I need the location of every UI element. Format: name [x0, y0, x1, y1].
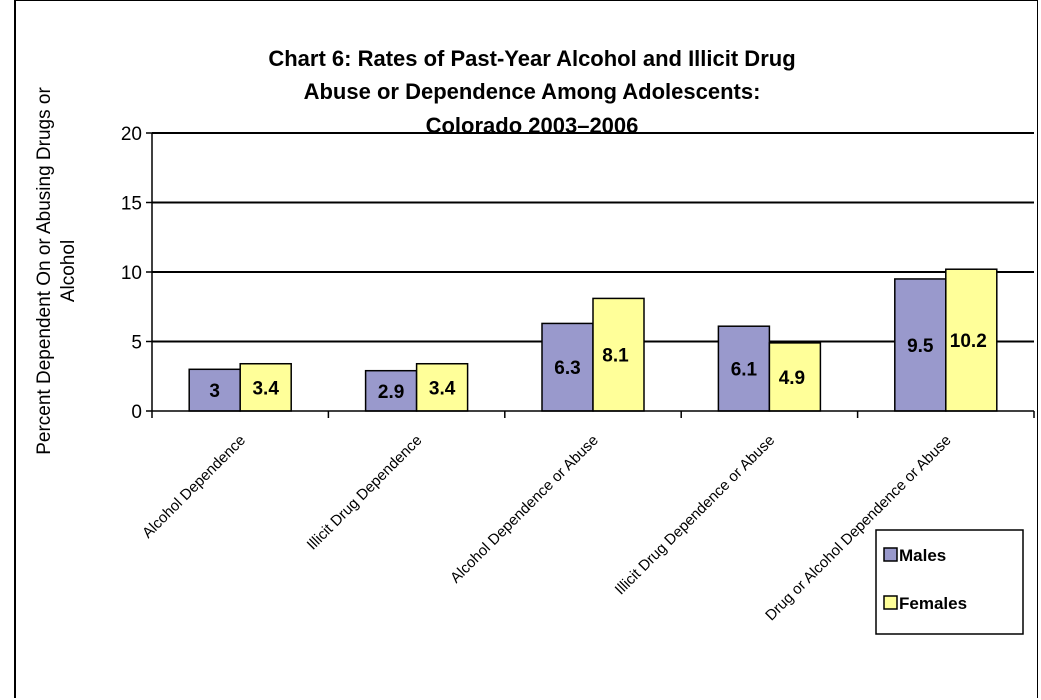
legend-box: [875, 529, 1024, 635]
chart-title-line-2: Abuse or Dependence Among Adolescents:: [304, 79, 761, 104]
y-tick-label: 15: [121, 194, 142, 215]
data-label-males-2: 2.9: [378, 382, 404, 403]
y-tick-label: 0: [131, 402, 142, 423]
x-tick-label: Illicit Drug Dependence or Abuse: [612, 432, 779, 599]
bar-males-4: [717, 325, 771, 412]
legend-label-males: Males: [899, 546, 946, 565]
data-label-males-4: 6.1: [731, 360, 758, 381]
legend-label-females: Females: [899, 594, 967, 613]
data-label-males-3: 6.3: [554, 358, 580, 379]
data-label-females-5: 10.2: [950, 331, 987, 352]
chart-title-line-1: Chart 6: Rates of Past-Year Alcohol and …: [268, 46, 795, 71]
bars: [188, 268, 998, 412]
y-axis-ticks: 0 5 10 15 20: [121, 124, 152, 423]
bar-females-2: [415, 362, 469, 412]
bar-males-5: [894, 278, 947, 412]
y-tick-label: 5: [131, 333, 142, 354]
bar-males-2: [364, 369, 418, 412]
data-labels: 3 2.9 6.3 6.1 9.5 3.4 3.4 8.1 4.9 10.2: [209, 331, 986, 403]
y-axis-label-line-2: Alcohol: [58, 240, 79, 302]
chart-frame: [14, 0, 1038, 698]
legend: Males Females: [875, 529, 1024, 635]
x-tick-label: Illicit Drug Dependence: [304, 432, 426, 554]
y-axis-label-line-1: Percent Dependent On or Abusing Drugs or: [34, 87, 55, 455]
chart-title: Chart 6: Rates of Past-Year Alcohol and …: [268, 46, 795, 138]
data-label-females-4: 4.9: [779, 368, 805, 389]
gridlines: [152, 132, 1034, 343]
data-label-females-3: 8.1: [602, 346, 629, 367]
legend-swatch-females: [883, 595, 898, 610]
chart-title-line-3: Colorado 2003–2006: [426, 113, 639, 138]
y-tick-label: 20: [121, 124, 142, 145]
data-label-males-1: 3: [209, 381, 220, 402]
data-label-females-2: 3.4: [429, 378, 456, 399]
bar-females-4: [768, 342, 822, 412]
bar-females-1: [239, 362, 292, 412]
bar-females-5: [945, 268, 998, 412]
x-tick-label: Alcohol Dependence: [139, 432, 249, 542]
legend-swatch-males: [883, 547, 898, 562]
y-axis-label: Percent Dependent On or Abusing Drugs or…: [34, 87, 79, 455]
x-tick-label: Alcohol Dependence or Abuse: [447, 432, 602, 587]
y-tick-label: 10: [121, 263, 142, 284]
data-label-females-1: 3.4: [252, 378, 279, 399]
data-label-males-5: 9.5: [907, 336, 934, 357]
axes: [151, 133, 1034, 412]
